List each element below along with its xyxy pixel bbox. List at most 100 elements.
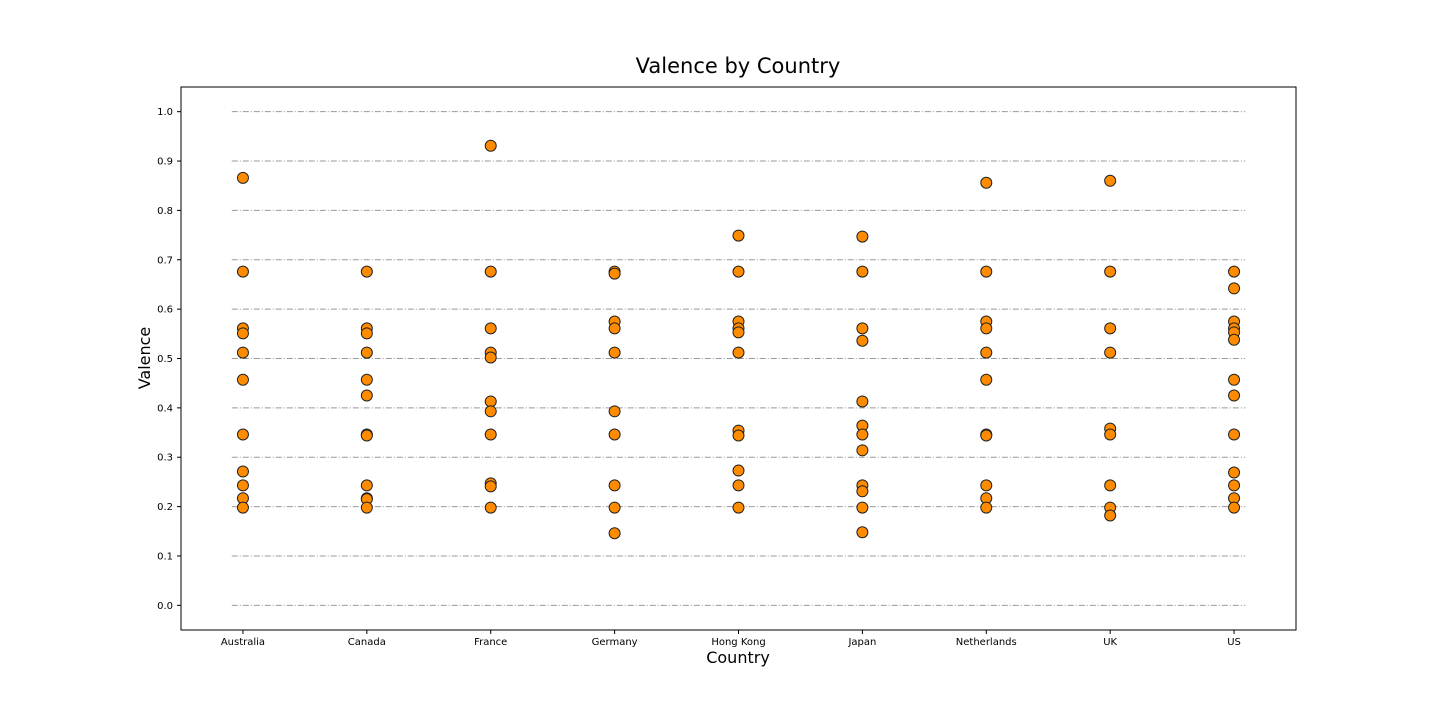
x-tick-label: France (474, 637, 507, 648)
point (1228, 389, 1241, 402)
x-tick-label: Hong Kong (711, 637, 765, 648)
point (236, 346, 249, 359)
point (980, 501, 993, 514)
point (856, 395, 869, 408)
point (856, 444, 869, 457)
point (732, 229, 745, 242)
point (732, 429, 745, 442)
point (360, 373, 373, 386)
point (1104, 322, 1117, 335)
x-tick-label: Canada (348, 637, 386, 648)
point (360, 479, 373, 492)
point (484, 139, 497, 152)
point (484, 428, 497, 441)
y-tick-label: 0.4 (157, 403, 173, 414)
point (1104, 265, 1117, 278)
point (360, 429, 373, 442)
y-tick-label: 0.2 (157, 502, 173, 513)
point (484, 322, 497, 335)
x-tick-label: Germany (592, 637, 638, 648)
point (360, 389, 373, 402)
point (980, 373, 993, 386)
point (608, 527, 621, 540)
point (1228, 282, 1241, 295)
x-tick-label: Japan (847, 637, 876, 648)
y-tick-label: 0.8 (157, 206, 173, 217)
point (856, 501, 869, 514)
point (1104, 346, 1117, 359)
point (732, 346, 745, 359)
point (980, 176, 993, 189)
point (1104, 428, 1117, 441)
point (1228, 333, 1241, 346)
point (856, 526, 869, 539)
y-tick-label: 0.7 (157, 255, 173, 266)
point (236, 501, 249, 514)
point (484, 265, 497, 278)
point (608, 428, 621, 441)
point (1228, 428, 1241, 441)
point (484, 480, 497, 493)
x-tick-label: Netherlands (956, 637, 1017, 648)
point (608, 405, 621, 418)
point (856, 322, 869, 335)
point (732, 464, 745, 477)
point (980, 265, 993, 278)
x-tick-label: UK (1103, 637, 1117, 648)
point (732, 326, 745, 339)
point (484, 351, 497, 364)
point (1228, 466, 1241, 479)
point (1228, 373, 1241, 386)
point (608, 346, 621, 359)
point (608, 501, 621, 514)
y-tick-label: 0.1 (157, 551, 173, 562)
point (980, 479, 993, 492)
point (1228, 479, 1241, 492)
point (856, 265, 869, 278)
point (1104, 174, 1117, 187)
point (236, 465, 249, 478)
y-tick-label: 0.5 (157, 354, 173, 365)
point (856, 230, 869, 243)
point (1104, 509, 1117, 522)
point (980, 322, 993, 335)
y-tick-label: 0.0 (157, 601, 173, 612)
point (484, 405, 497, 418)
point (732, 479, 745, 492)
point (608, 267, 621, 280)
point (856, 485, 869, 498)
point (608, 322, 621, 335)
point (484, 395, 497, 408)
x-tick-label: Australia (221, 637, 265, 648)
point (236, 479, 249, 492)
point (980, 346, 993, 359)
x-tick-label: US (1227, 637, 1241, 648)
point (484, 501, 497, 514)
point (608, 479, 621, 492)
point (1228, 501, 1241, 514)
point (360, 346, 373, 359)
point (856, 428, 869, 441)
x-axis-label: Country (706, 648, 770, 667)
point (360, 265, 373, 278)
point (360, 501, 373, 514)
point (236, 171, 249, 184)
point (236, 265, 249, 278)
y-tick-label: 0.9 (157, 157, 173, 168)
y-tick-label: 0.6 (157, 305, 173, 316)
point (732, 501, 745, 514)
point (236, 373, 249, 386)
point (236, 428, 249, 441)
chart-title: Valence by Country (636, 54, 841, 78)
point (856, 334, 869, 347)
point (1104, 479, 1117, 492)
point (360, 327, 373, 340)
point (980, 429, 993, 442)
y-tick-label: 1.0 (157, 107, 173, 118)
y-axis-label: Valence (135, 327, 154, 390)
y-tick-label: 0.3 (157, 453, 173, 464)
point (236, 327, 249, 340)
point (1228, 265, 1241, 278)
point (732, 265, 745, 278)
